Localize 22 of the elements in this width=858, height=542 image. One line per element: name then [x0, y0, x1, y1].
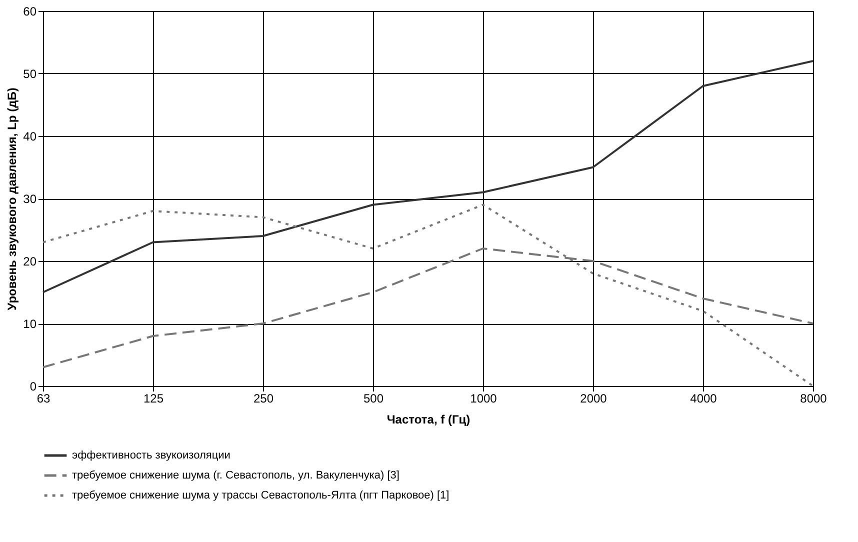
y-tick-label: 30	[23, 192, 37, 206]
x-tick-label: 125	[143, 392, 164, 406]
x-tick-label: 2000	[580, 392, 608, 406]
y-tick-label: 0	[30, 380, 37, 394]
x-axis-title: Частота, f (Гц)	[386, 412, 470, 426]
line-series	[42, 60, 814, 294]
y-axis-title: Уровень звукового давления, Lр (дБ)	[5, 88, 20, 310]
x-tick-label: 250	[253, 392, 274, 406]
legend-label: эффективность звукоизоляции	[72, 450, 230, 462]
x-tick-label: 500	[363, 392, 384, 406]
y-tick-label: 40	[23, 130, 37, 144]
x-tick-label: 4000	[690, 392, 718, 406]
y-tick-label: 50	[23, 67, 37, 81]
y-tick-label: 10	[23, 317, 37, 331]
x-tick-label: 8000	[800, 392, 828, 406]
line-series	[42, 204, 814, 387]
y-tick-label: 20	[23, 254, 37, 268]
y-tick-label: 60	[23, 4, 37, 18]
legend-label: требуемое снижение шума у трассы Севастополь-Ялта (пгт Парковое) [1]	[72, 490, 450, 502]
x-tick-label: 63	[36, 392, 50, 406]
legend-label: требуемое снижение шума (г. Севастополь, ул. Вакуленчука) [3]	[72, 470, 400, 482]
x-tick-label: 1000	[470, 392, 498, 406]
